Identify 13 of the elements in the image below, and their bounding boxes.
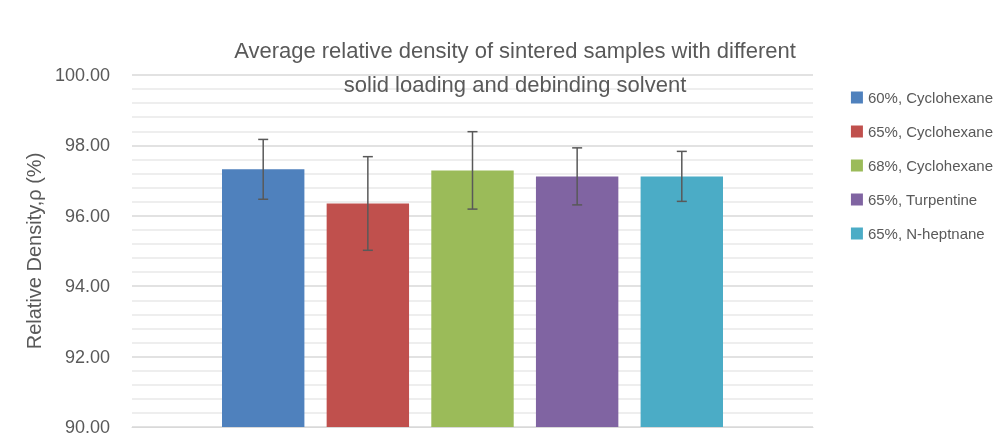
y-tick-label: 100.00	[54, 65, 110, 85]
legend-label: 65%, Cyclohexane	[867, 123, 993, 140]
y-tick-label: 92.00	[64, 346, 110, 367]
legend-label: 65%, N-heptnane	[867, 225, 985, 242]
legend-label: 60%, Cyclohexane	[867, 89, 993, 106]
y-tick-label: 96.00	[64, 205, 110, 226]
legend-label: 65%, Turpentine	[867, 191, 978, 208]
y-tick-label: 98.00	[64, 135, 110, 156]
y-axis-title: Relative Density,ρ (%)	[23, 152, 46, 350]
y-tick-label: 94.00	[64, 276, 110, 297]
legend-label: 68%, Cyclohexane	[867, 157, 993, 174]
y-tick-label: 90.00	[64, 417, 110, 437]
chart-title: Average relative density of sintered samples with different solid loading and debinding solvent	[234, 37, 796, 97]
